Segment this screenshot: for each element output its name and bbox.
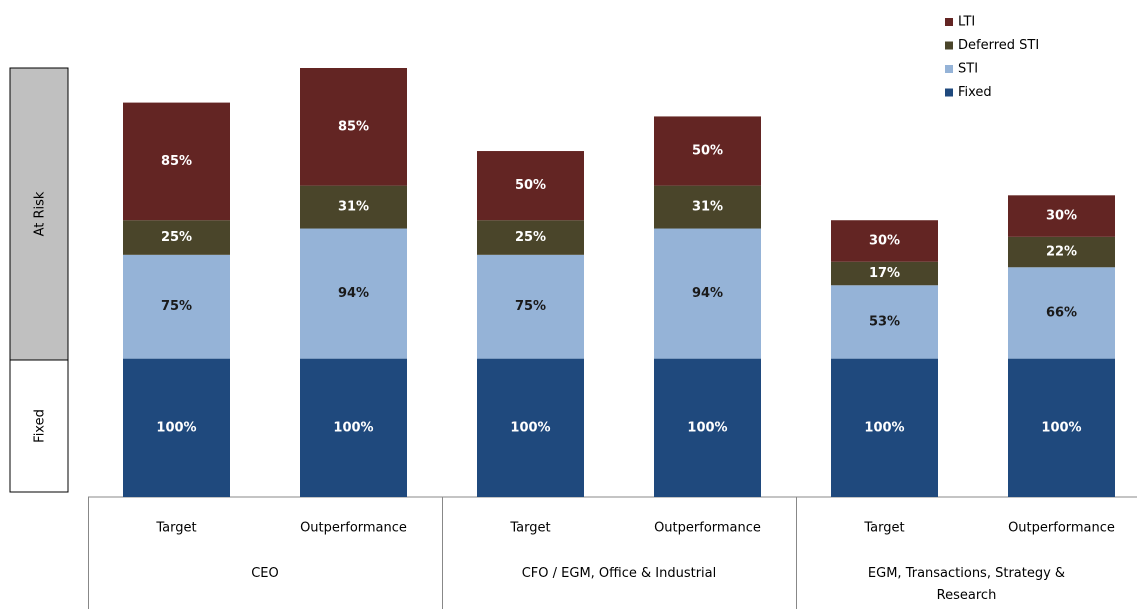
data-label: 31% xyxy=(692,200,723,215)
bar-segment xyxy=(477,358,584,497)
bar-segment xyxy=(123,254,230,359)
group-label: EGM, Transactions, Strategy & Research xyxy=(867,566,1066,603)
group-label: CFO / EGM, Office & Industrial xyxy=(521,566,717,581)
data-label: 66% xyxy=(1046,305,1077,320)
bar-segment xyxy=(300,358,407,497)
bar-segment xyxy=(477,220,584,255)
data-label: 100% xyxy=(864,420,904,435)
data-label: 75% xyxy=(515,299,546,314)
data-label: 94% xyxy=(692,286,723,301)
legend-swatch xyxy=(945,41,953,50)
bar-segment xyxy=(123,220,230,255)
data-label: 31% xyxy=(338,200,369,215)
fixed-band xyxy=(9,359,69,493)
x-tick-label: Target xyxy=(509,521,550,536)
band-label: At Risk xyxy=(33,191,48,236)
legend-swatch xyxy=(945,18,953,26)
at-risk-band xyxy=(9,67,69,361)
data-label: 100% xyxy=(687,420,727,435)
bar-segment xyxy=(831,220,938,262)
bar-segment xyxy=(831,285,938,359)
legend-swatch xyxy=(945,65,953,73)
data-label: 53% xyxy=(869,314,900,329)
bar-segment xyxy=(1008,236,1115,268)
bar-segment xyxy=(123,102,230,221)
data-label: 94% xyxy=(338,286,369,301)
bar-segment xyxy=(123,358,230,497)
group-label: CEO xyxy=(251,566,279,581)
bar-segment xyxy=(831,358,938,497)
legend-label: Fixed xyxy=(958,85,992,100)
x-tick-label: Target xyxy=(155,521,196,536)
bar-segment xyxy=(654,228,761,359)
data-label: 100% xyxy=(156,420,196,435)
bar-segment xyxy=(300,228,407,359)
data-label: 50% xyxy=(515,178,546,193)
data-label: 30% xyxy=(1046,209,1077,224)
data-label: 30% xyxy=(869,233,900,248)
x-tick-label: Outperformance xyxy=(654,521,761,536)
data-label: 75% xyxy=(161,299,192,314)
x-tick-label: Target xyxy=(863,521,904,536)
data-label: 17% xyxy=(869,266,900,281)
data-label: 85% xyxy=(161,154,192,169)
bar-segment xyxy=(1008,267,1115,359)
bar-segment xyxy=(654,116,761,186)
bar-segment xyxy=(477,151,584,221)
bar-segment xyxy=(654,185,761,229)
data-label: 25% xyxy=(161,230,192,245)
legend-label: LTI xyxy=(958,15,975,30)
data-label: 100% xyxy=(510,420,550,435)
bar-segment xyxy=(300,185,407,229)
bar-segment xyxy=(1008,195,1115,237)
legend-swatch xyxy=(945,88,953,97)
data-label: 100% xyxy=(1041,420,1081,435)
data-label: 100% xyxy=(333,420,373,435)
x-tick-label: Outperformance xyxy=(1008,521,1115,536)
data-label: 85% xyxy=(338,119,369,134)
data-label: 22% xyxy=(1046,245,1077,260)
bar-segment xyxy=(300,68,407,186)
data-label: 50% xyxy=(692,144,723,159)
x-tick-label: Outperformance xyxy=(300,521,407,536)
bar-segment xyxy=(1008,358,1115,497)
band-label: Fixed xyxy=(33,409,48,443)
bar-segment xyxy=(831,261,938,286)
legend-label: STI xyxy=(958,62,978,77)
legend-label: Deferred STI xyxy=(958,38,1039,53)
data-label: 25% xyxy=(515,230,546,245)
bar-segment xyxy=(654,358,761,497)
bar-segment xyxy=(477,254,584,359)
